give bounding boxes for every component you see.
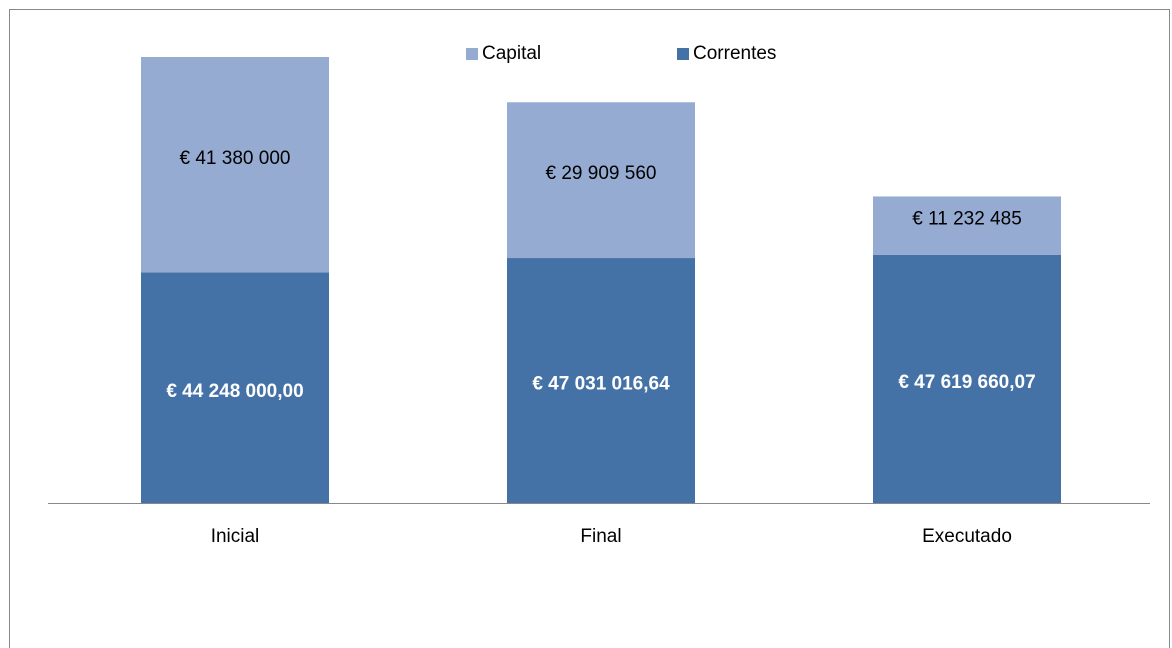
- legend-label: Correntes: [693, 43, 776, 64]
- value-label: € 44 248 000,00: [166, 381, 303, 402]
- bar-segment: [141, 57, 329, 273]
- value-label: € 47 031 016,64: [532, 374, 670, 395]
- value-label: € 47 619 660,07: [898, 372, 1035, 393]
- value-label: € 29 909 560: [546, 163, 657, 184]
- value-label: € 11 232 485: [912, 209, 1022, 230]
- legend-swatch: [677, 48, 689, 60]
- legend-label: Capital: [482, 43, 541, 64]
- legend-swatch: [466, 48, 478, 60]
- x-tick-label: Final: [580, 526, 621, 547]
- bar-segment: [507, 258, 695, 503]
- x-tick-label: Inicial: [211, 526, 260, 547]
- value-label: € 41 380 000: [180, 148, 291, 169]
- bar-segment: [873, 196, 1061, 255]
- bar-segment: [507, 102, 695, 259]
- bar-segment: [873, 254, 1061, 503]
- x-tick-label: Executado: [922, 526, 1012, 547]
- bar-segment: [141, 272, 329, 503]
